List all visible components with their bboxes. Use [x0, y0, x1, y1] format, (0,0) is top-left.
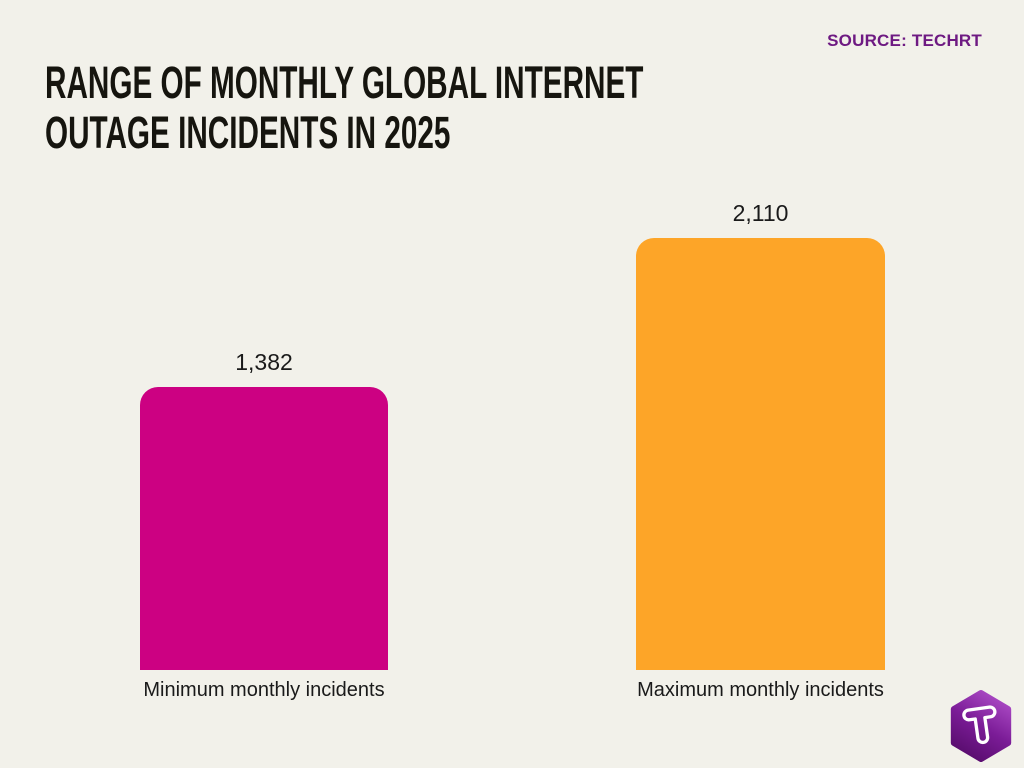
- value-label-minimum: 1,382: [235, 349, 293, 375]
- bar-maximum: [636, 238, 885, 670]
- source-attribution: SOURCE: TECHRT: [827, 31, 982, 50]
- logo-letter-t: [962, 705, 997, 745]
- chart-title-line-1: RANGE OF MONTHLY GLOBAL INTERNET: [45, 57, 644, 109]
- bar-group-maximum: 2,110: [636, 200, 885, 670]
- bar-minimum: [140, 387, 388, 670]
- techrt-logo: [946, 689, 1016, 763]
- category-label-minimum: Minimum monthly incidents: [143, 679, 385, 701]
- logo-hexagon: [950, 689, 1012, 763]
- value-label-maximum: 2,110: [732, 200, 789, 226]
- chart-title: RANGE OF MONTHLY GLOBAL INTERNET OUTAGE …: [45, 58, 643, 158]
- techrt-logo-icon: [950, 689, 1012, 763]
- chart-title-line-2: OUTAGE INCIDENTS IN 2025: [45, 107, 451, 159]
- category-label-maximum: Maximum monthly incidents: [637, 679, 884, 701]
- bar-group-minimum: 1,382: [140, 349, 388, 670]
